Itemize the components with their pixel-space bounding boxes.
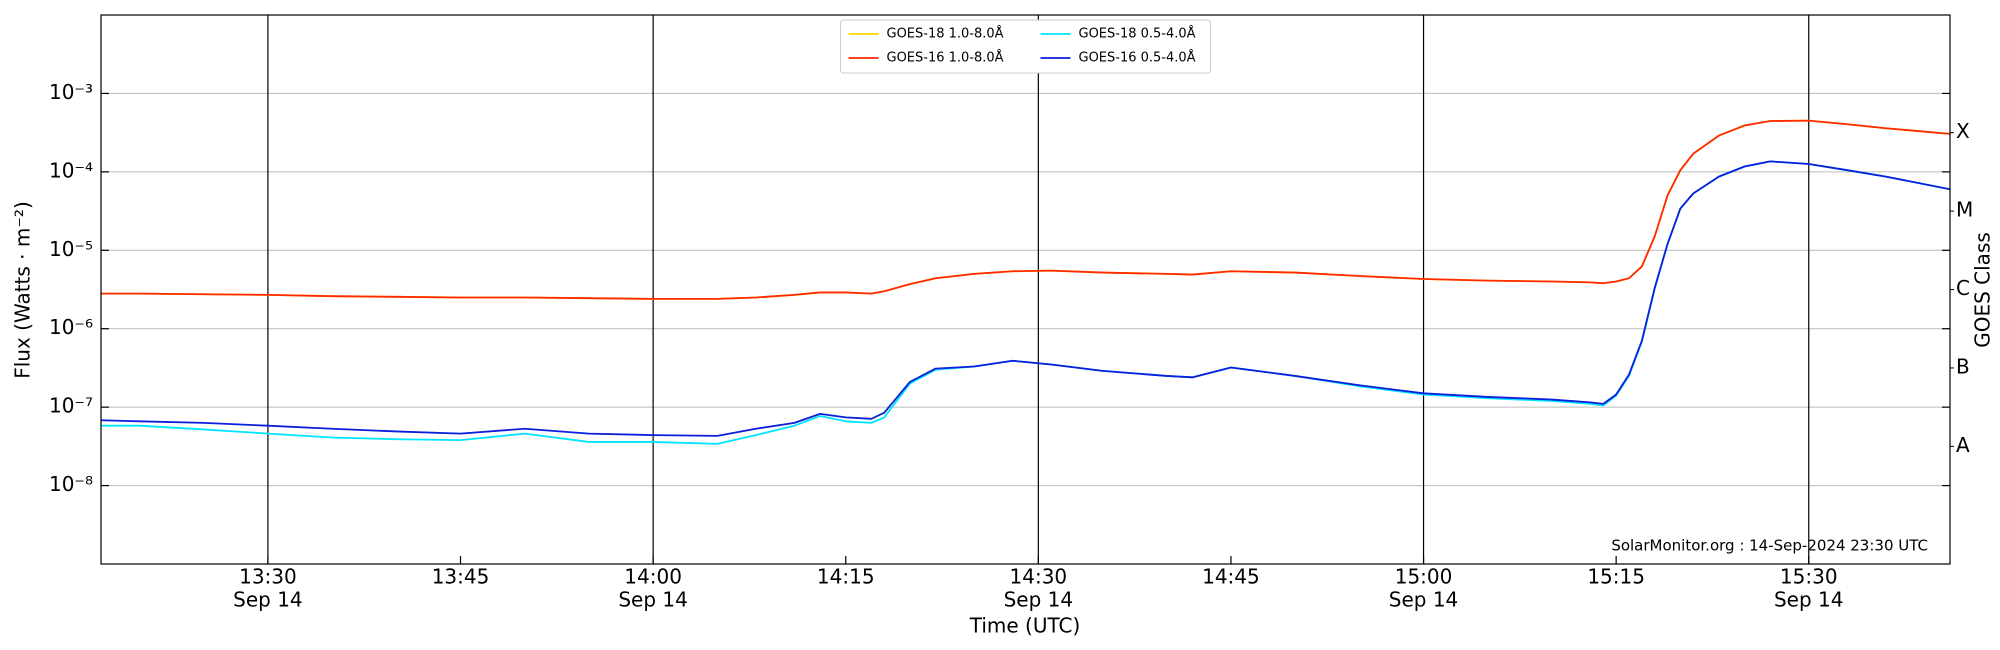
series-line [101, 119, 1950, 300]
y2-tick-label: B [1956, 354, 1970, 378]
x-tick-label: 14:00 [624, 565, 682, 589]
y2-tick-label: M [1956, 198, 1973, 222]
y-tick-label: 10⁻⁷ [49, 394, 93, 418]
legend-label: GOES-18 0.5-4.0Å [1079, 26, 1196, 42]
x-tick-label: 15:30 [1780, 565, 1838, 589]
grid [101, 15, 1950, 564]
y-tick-label: 10⁻⁵ [49, 237, 93, 261]
x-tick-label: 14:45 [1202, 565, 1260, 589]
x-tick-label: Sep 14 [1389, 588, 1459, 612]
x-tick-label: Sep 14 [1004, 588, 1074, 612]
y2-axis-label: GOES Class [1971, 232, 1995, 348]
x-axis-label: Time (UTC) [969, 614, 1081, 638]
x-tick-label: 15:15 [1587, 565, 1645, 589]
series-line [101, 160, 1950, 437]
y-tick-label: 10⁻³ [49, 80, 93, 104]
legend-label: GOES-16 0.5-4.0Å [1079, 50, 1196, 66]
x-tick-label: 13:45 [432, 565, 490, 589]
series-line [101, 160, 1950, 445]
series-layer [101, 119, 1950, 445]
y-tick-label: 10⁻⁴ [49, 158, 93, 182]
y-tick-label: 10⁻⁸ [49, 472, 93, 496]
legend-label: GOES-18 1.0-8.0Å [887, 26, 1004, 42]
plot-frame [100, 14, 1951, 565]
legend-label: GOES-16 1.0-8.0Å [887, 50, 1004, 66]
x-tick-label: Sep 14 [618, 588, 688, 612]
y-tick-label: 10⁻⁶ [49, 315, 93, 339]
y2-tick-label: X [1956, 119, 1970, 143]
annotation: SolarMonitor.org : 14-Sep-2024 23:30 UTC [1611, 537, 1928, 555]
legend: GOES-18 1.0-8.0Å GOES-16 1.0-8.0Å GOES-18 … [840, 19, 1211, 74]
y2-tick-label: A [1956, 433, 1970, 457]
x-tick-label: 14:15 [817, 565, 875, 589]
x-tick-label: Sep 14 [233, 588, 303, 612]
x-tick-label: Sep 14 [1774, 588, 1844, 612]
x-tick-label: 14:30 [1010, 565, 1068, 589]
x-tick-label: 13:30 [239, 565, 297, 589]
legend-box [840, 19, 1211, 74]
y-axis-label: Flux (Watts · m⁻²) [11, 201, 35, 379]
y2-tick-label: C [1956, 276, 1970, 300]
x-tick-label: 15:00 [1395, 565, 1453, 589]
series-line [101, 119, 1950, 300]
